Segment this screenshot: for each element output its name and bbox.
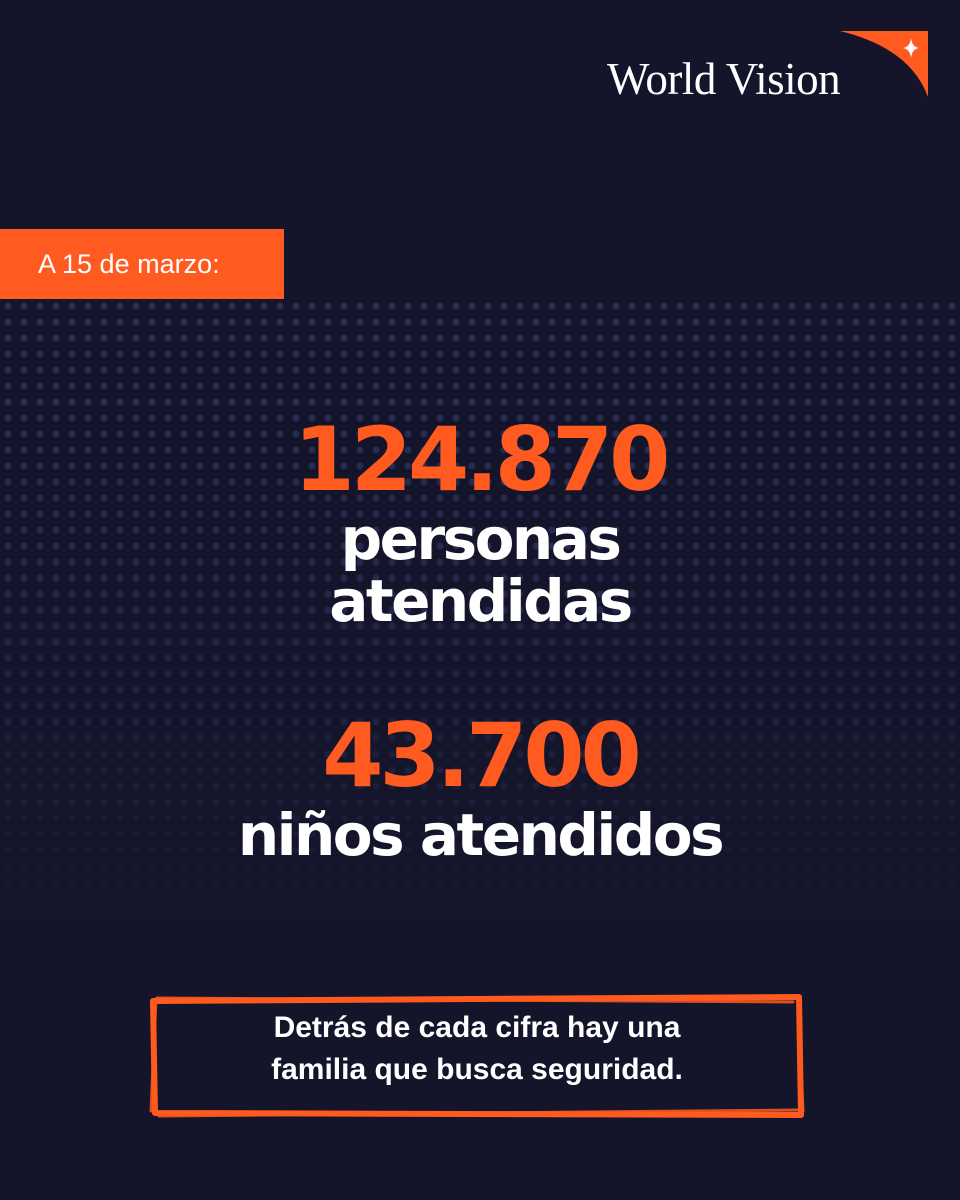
- dot-pattern-background: [0, 298, 960, 938]
- stat-label: niños atendidos: [237, 801, 725, 869]
- date-tag: A 15 de marzo:: [0, 229, 284, 299]
- hand-drawn-frame: [149, 994, 805, 1118]
- quote-line: familia que busca seguridad.: [271, 1053, 683, 1086]
- stat-label: atendidas: [329, 567, 633, 635]
- brand-logo: World Vision: [607, 54, 841, 104]
- quote-line: Detrás de cada cifra hay una: [273, 1011, 681, 1044]
- logo-corner-mark: [840, 31, 928, 97]
- star-sparkle-icon: [903, 38, 919, 58]
- stat-people-served: 124.870 personas atendidas: [0, 408, 960, 635]
- stat-value: 43.700: [322, 704, 642, 807]
- stat-value: 124.870: [293, 408, 671, 511]
- quote-box: Detrás de cada cifra hay una familia que…: [147, 993, 807, 1119]
- stat-label: personas: [340, 505, 622, 573]
- quote-text: Detrás de cada cifra hay una familia que…: [147, 1007, 807, 1091]
- stat-children-served: 43.700 niños atendidos: [0, 704, 960, 869]
